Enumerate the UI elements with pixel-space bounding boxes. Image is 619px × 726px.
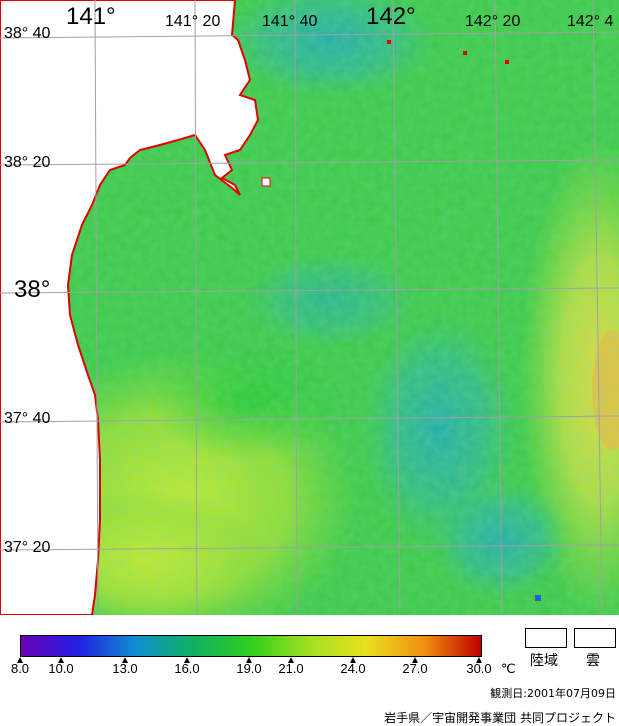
lon-label-142: 142° [366,3,416,30]
meridian-141-40 [294,0,298,615]
meridian-141-20 [194,0,198,615]
colorbar-tick-label: 24.0 [340,661,366,676]
colorbar-tick [246,657,252,663]
sst-map: 141° 141° 20 141° 40 142° 142° 20 142° 4… [0,0,619,615]
lon-label-141-40: 141° 40 [262,13,318,30]
graticule [0,0,619,615]
temperature-unit: ℃ [501,661,516,676]
temperature-colorbar [20,635,482,657]
land-key-label: 陸域 [530,653,558,669]
lat-label-38-40: 38° 40 [4,25,51,42]
lon-label-142-20: 142° 20 [465,13,521,30]
lat-label-38: 38° [14,276,51,303]
colorbar-tick-label: 13.0 [112,661,138,676]
colorbar-tick [476,657,482,663]
parallel-38-40 [0,31,619,39]
island [387,40,391,44]
colorbar-tick [412,657,418,663]
island [261,177,271,187]
lon-label-141-20: 141° 20 [165,13,221,30]
meridian-142-40 [592,0,603,615]
lat-label-38-20: 38° 20 [4,154,51,171]
island [463,51,467,55]
lon-label-141: 141° [66,3,116,30]
colorbar-tick-label: 21.0 [278,661,304,676]
colorbar-tick [350,657,356,663]
colorbar-tick [58,657,64,663]
colorbar-tick-label: 10.0 [48,661,74,676]
island [505,60,509,64]
lat-label-37-20: 37° 20 [4,539,51,556]
project-credit: 岩手県／宇宙開発事業団 共同プロジェクト [384,711,616,725]
colorbar-tick-label: 8.0 [10,661,30,676]
legend: 8.0 10.0 13.0 16.0 19.0 21.0 24.0 27.0 3… [0,615,619,725]
colorbar-tick [17,657,23,663]
meridian-141-00 [94,0,99,615]
cloud-patch [535,595,541,601]
sst-map-image [0,0,619,615]
parallel-37-20 [0,544,619,551]
colorbar-tick-label: 16.0 [174,661,200,676]
meridian-142-20 [494,0,503,615]
cloud-key-label: 雲 [586,653,600,669]
colorbar-tick-label: 30.0 [466,661,492,676]
lat-label-37-40: 37° 40 [4,410,51,427]
colorbar-tick [122,657,128,663]
observation-date: 観測日:2001年07月09日 [490,687,616,700]
land-area [0,0,260,615]
colorbar-tick-label: 27.0 [402,661,428,676]
parallel-38-20 [0,159,619,166]
parallel-38-00 [0,287,619,294]
meridian-142-00 [392,0,401,615]
cloud-key-swatch [574,628,616,648]
colorbar-tick [288,657,294,663]
colorbar-tick [184,657,190,663]
parallel-37-40 [0,415,619,423]
lon-label-142-40: 142° 4 [567,13,614,30]
land-key-swatch [525,628,567,648]
colorbar-tick-label: 19.0 [236,661,262,676]
